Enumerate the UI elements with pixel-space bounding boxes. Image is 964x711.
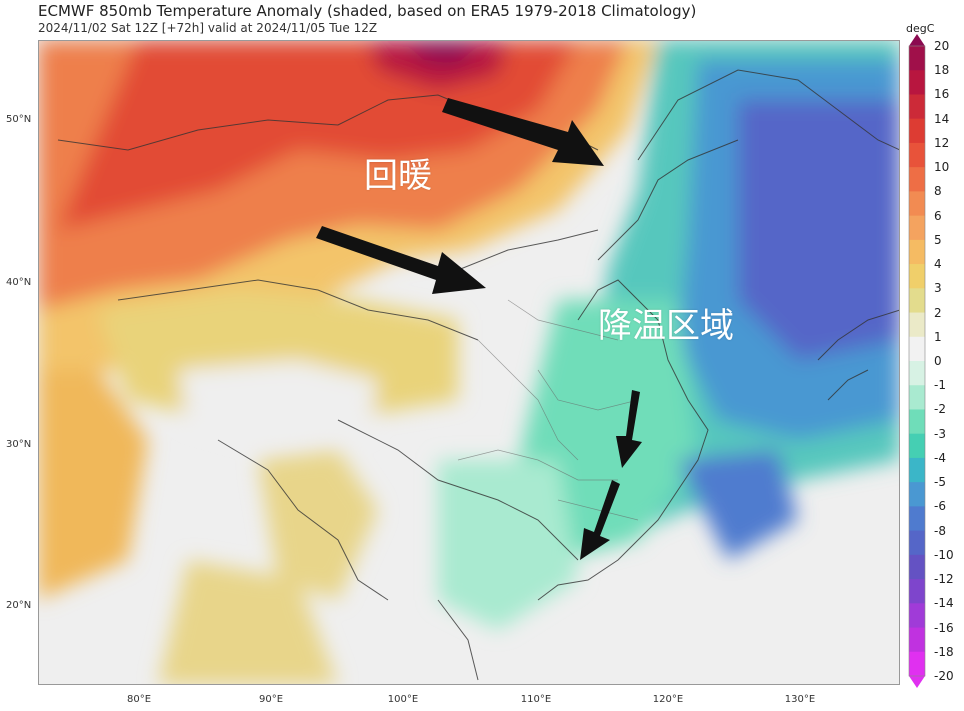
- arrow-warm-northeast: [442, 98, 604, 166]
- colorbar-segment: [909, 336, 925, 362]
- lon-label-100: 100°E: [387, 694, 419, 705]
- colorbar-segment: [909, 627, 925, 653]
- chart-subtitle: 2024/11/02 Sat 12Z [+72h] valid at 2024/…: [38, 21, 378, 35]
- colorbar-tick-label: 3: [934, 281, 942, 296]
- colorbar-tick-label: 1: [934, 329, 942, 344]
- colorbar-segment: [909, 361, 925, 386]
- colorbar-segment: [909, 530, 925, 556]
- colorbar-segment: [909, 264, 925, 289]
- colorbar-tick-label: -3: [934, 426, 946, 441]
- colorbar-tick-label: -8: [934, 523, 946, 538]
- colorbar-tick-label: -6: [934, 499, 946, 514]
- colorbar-tick-label: -5: [934, 475, 946, 490]
- lon-label-90: 90°E: [258, 694, 284, 705]
- colorbar-tick-label: -10: [934, 547, 954, 562]
- colorbar-unit: degC: [906, 22, 935, 35]
- colorbar-tick-label: 12: [934, 135, 950, 150]
- colorbar-segment: [909, 651, 925, 677]
- colorbar-tick-label: -12: [934, 572, 954, 587]
- lon-label-120: 120°E: [652, 694, 684, 705]
- lat-label-30: 30°N: [6, 439, 32, 450]
- colorbar-tick-label: 0: [934, 354, 942, 368]
- arrow-cool-coast: [580, 480, 620, 560]
- colorbar: [908, 34, 926, 688]
- arrows: [316, 98, 642, 560]
- colorbar-tick-label: 20: [934, 39, 950, 53]
- colorbar-tick-label: 18: [934, 63, 950, 78]
- colorbar-tick-label: -16: [934, 620, 954, 635]
- lat-label-20: 20°N: [6, 600, 32, 611]
- colorbar-segment: [909, 433, 925, 459]
- colorbar-segment: [909, 312, 925, 338]
- borders: [57, 69, 900, 681]
- colorbar-segment: [909, 46, 925, 71]
- lon-label-110: 110°E: [520, 694, 552, 705]
- colorbar-extend-bottom: [909, 676, 925, 688]
- colorbar-tick-label: -18: [934, 644, 954, 659]
- colorbar-tick-label: 10: [934, 160, 950, 175]
- colorbar-tick-label: 4: [934, 257, 942, 272]
- colorbar-segment: [909, 579, 925, 604]
- colorbar-segment: [909, 506, 925, 532]
- colorbar-tick-label: -4: [934, 450, 946, 465]
- colorbar-tick-label: -20: [934, 669, 954, 683]
- colorbar-tick-label: -14: [934, 596, 954, 611]
- arrow-warm-north: [316, 226, 486, 294]
- colorbar-segment: [909, 118, 925, 144]
- colorbar-tick-label: -1: [934, 378, 946, 393]
- colorbar-segment: [909, 409, 925, 435]
- lat-label-40: 40°N: [6, 277, 32, 288]
- colorbar-tick-label: 5: [934, 232, 942, 247]
- colorbar-segment: [909, 142, 925, 168]
- colorbar-segment: [909, 482, 925, 507]
- colorbar-tick-label: 8: [934, 184, 942, 199]
- lon-label-130: 130°E: [784, 694, 816, 705]
- colorbar-segment: [909, 603, 925, 629]
- colorbar-segment: [909, 288, 925, 314]
- lon-label-80: 80°E: [126, 694, 152, 705]
- colorbar-segment: [909, 215, 925, 241]
- colorbar-segment: [909, 70, 925, 95]
- lat-label-50: 50°N: [6, 114, 32, 125]
- colorbar-segment: [909, 385, 925, 410]
- colorbar-segment: [909, 457, 925, 483]
- chart-title: ECMWF 850mb Temperature Anomaly (shaded,…: [38, 2, 697, 20]
- colorbar-extend-top: [909, 34, 925, 46]
- internal-borders: [457, 299, 639, 521]
- anomaly-map: [38, 40, 900, 685]
- colorbar-tick-label: 16: [934, 87, 950, 102]
- colorbar-segment: [909, 239, 925, 265]
- colorbar-tick-label: 6: [934, 208, 942, 223]
- colorbar-segment: [909, 167, 925, 192]
- colorbar-segment: [909, 554, 925, 580]
- colorbar-tick-label: 2: [934, 305, 942, 320]
- colorbar-tick-label: -2: [934, 402, 946, 417]
- colorbar-segment: [909, 94, 925, 120]
- arrow-cool-south: [616, 390, 642, 468]
- colorbar-segment: [909, 191, 925, 217]
- colorbar-tick-label: 14: [934, 111, 950, 126]
- cooling-annotation: 降温区域: [598, 306, 734, 346]
- warming-annotation: 回暖: [364, 156, 432, 196]
